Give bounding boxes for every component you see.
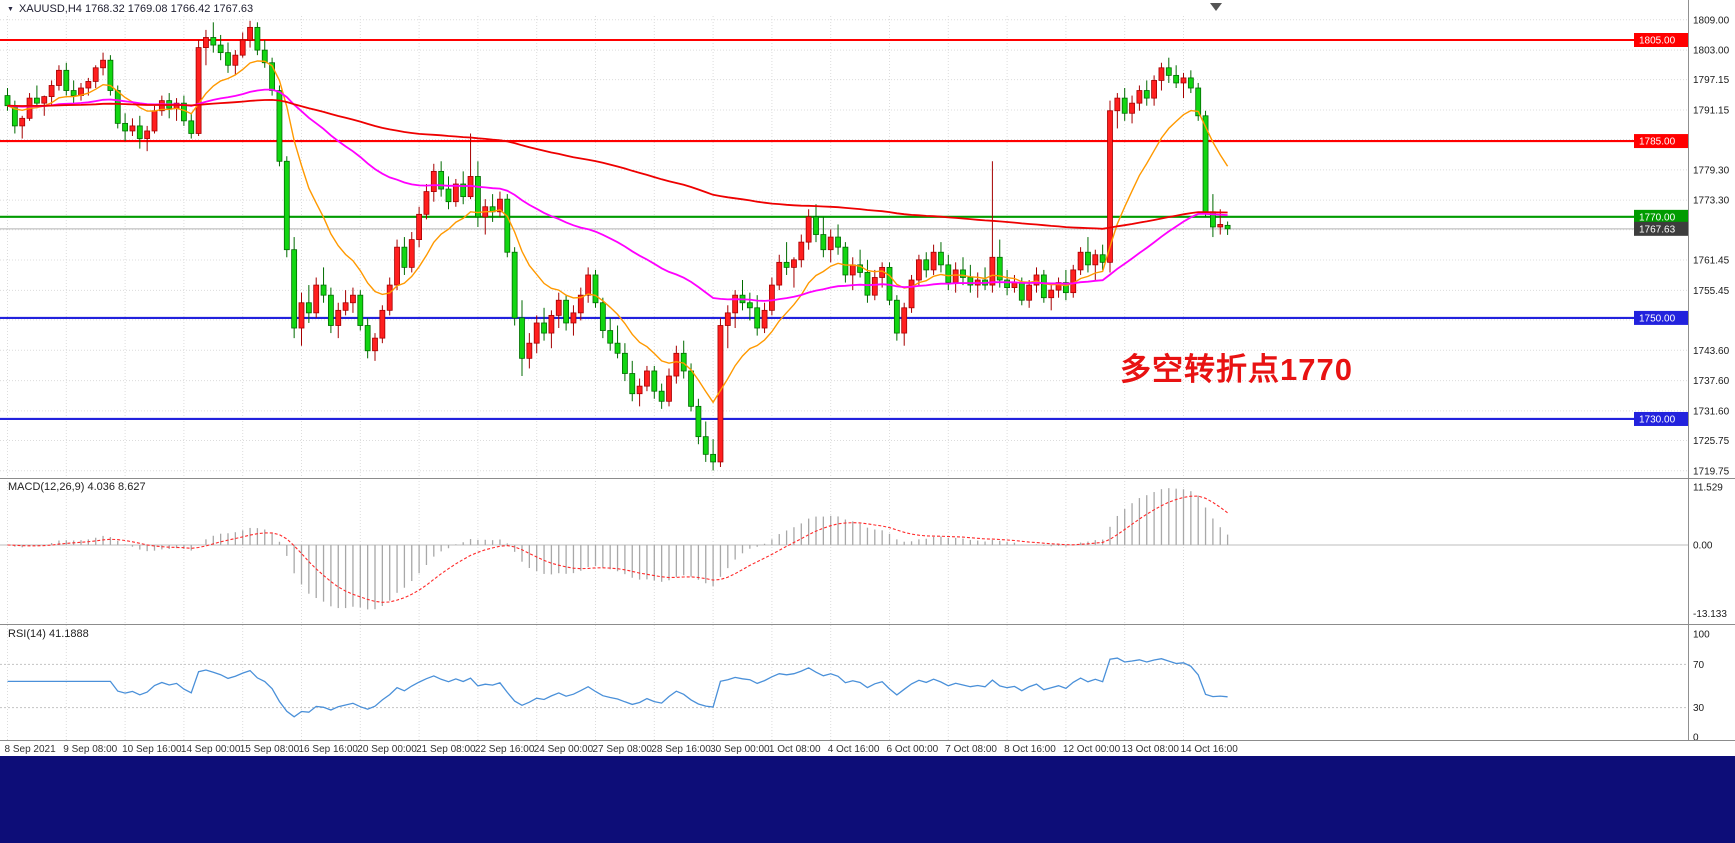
time-axis[interactable]: 8 Sep 2021 9 Sep 08:00 10 Sep 16:00 14 Sep … (5, 744, 1239, 755)
price-label-box-1750.00: 1750.00 (1634, 310, 1688, 325)
chart-shift-marker-icon[interactable] (1210, 3, 1222, 11)
symbol-ohlc-text: XAUUSD,H4 1768.32 1769.08 1766.42 1767.6… (18, 3, 254, 15)
chart-dropdown-icon[interactable]: ▼ (7, 5, 14, 13)
time-axis-label: 14 Sep 00:00 (181, 744, 241, 755)
time-axis-label: 30 Sep 00:00 (710, 744, 770, 755)
svg-text:1750.00: 1750.00 (1639, 313, 1676, 324)
macd-axis-label: 11.529 (1693, 483, 1723, 494)
current-price-label-box: 1767.63 (1634, 221, 1688, 236)
svg-text:1773.30: 1773.30 (1693, 196, 1730, 207)
time-axis-label: 12 Oct 00:00 (1063, 744, 1121, 755)
bottom-taskbar (0, 756, 1735, 843)
svg-text:1761.45: 1761.45 (1693, 256, 1730, 267)
rsi-axis-label: 70 (1693, 660, 1705, 671)
slow-ma-line (7, 98, 1228, 230)
svg-text:1805.00: 1805.00 (1639, 36, 1676, 47)
macd-histogram (14, 488, 1229, 610)
time-axis-label: 27 Sep 08:00 (593, 744, 653, 755)
time-axis-label: 22 Sep 16:00 (475, 744, 535, 755)
svg-text:1779.30: 1779.30 (1693, 165, 1730, 176)
svg-text:1737.60: 1737.60 (1693, 376, 1730, 387)
time-axis-label: 24 Sep 00:00 (534, 744, 594, 755)
time-axis-label: 20 Sep 00:00 (357, 744, 417, 755)
svg-text:1785.00: 1785.00 (1639, 137, 1676, 148)
time-axis-label: 13 Oct 08:00 (1122, 744, 1180, 755)
candlestick-series[interactable] (4, 20, 1231, 471)
rsi-axis-label: 0 (1693, 733, 1699, 744)
rsi-line (7, 657, 1228, 718)
price-label-box-1770.00: 1770.00 (1634, 209, 1688, 224)
price-label-box-1730.00: 1730.00 (1634, 411, 1688, 426)
svg-text:1797.15: 1797.15 (1693, 75, 1730, 86)
time-axis-label: 6 Oct 00:00 (887, 744, 939, 755)
macd-axis-label: 0.00 (1693, 541, 1713, 552)
time-axis-label: 1 Oct 08:00 (769, 744, 821, 755)
svg-text:1755.45: 1755.45 (1693, 286, 1730, 297)
svg-text:1725.75: 1725.75 (1693, 436, 1730, 447)
svg-text:1803.00: 1803.00 (1693, 46, 1730, 57)
price-label-box-1805.00: 1805.00 (1634, 33, 1688, 47)
time-axis-label: 8 Oct 16:00 (1004, 744, 1056, 755)
symbol-ohlc-header: ▼ XAUUSD,H4 1768.32 1769.08 1766.42 1767… (7, 3, 253, 15)
time-axis-label: 4 Oct 16:00 (828, 744, 880, 755)
rsi-axis-label: 30 (1693, 703, 1705, 714)
mid-ma-line (7, 88, 1228, 302)
time-axis-label: 8 Sep 2021 (5, 744, 57, 755)
svg-text:1809.00: 1809.00 (1693, 15, 1730, 26)
grid-lines (0, 16, 1688, 740)
macd-axis-label: -13.133 (1693, 609, 1727, 620)
price-axis[interactable]: 1809.00 1803.00 1797.15 1791.15 1779.30 1773.… (1693, 15, 1730, 477)
svg-text:1791.15: 1791.15 (1693, 105, 1730, 116)
svg-text:1730.00: 1730.00 (1639, 414, 1676, 425)
time-axis-label: 7 Oct 08:00 (945, 744, 997, 755)
fast-ma-line (7, 60, 1229, 404)
price-chart-canvas[interactable]: 1809.00 1803.00 1797.15 1791.15 1779.30 1773.… (0, 0, 1735, 756)
time-axis-label: 28 Sep 16:00 (651, 744, 711, 755)
rsi-indicator-label: RSI(14) 41.1888 (8, 628, 89, 640)
svg-text:1767.63: 1767.63 (1639, 224, 1676, 235)
macd-indicator-label: MACD(12,26,9) 4.036 8.627 (8, 481, 146, 493)
time-axis-label: 15 Sep 08:00 (240, 744, 300, 755)
time-axis-label: 9 Sep 08:00 (63, 744, 117, 755)
rsi-axis-label: 100 (1693, 630, 1710, 641)
chart-annotation-text: 多空转折点1770 (1120, 352, 1353, 387)
time-axis-label: 16 Sep 16:00 (299, 744, 359, 755)
time-axis-label: 21 Sep 08:00 (416, 744, 476, 755)
svg-text:1719.75: 1719.75 (1693, 466, 1730, 477)
svg-text:1731.60: 1731.60 (1693, 406, 1730, 417)
time-axis-label: 10 Sep 16:00 (122, 744, 182, 755)
svg-text:1770.00: 1770.00 (1639, 212, 1676, 223)
macd-signal-line (7, 495, 1228, 603)
svg-text:1743.60: 1743.60 (1693, 346, 1730, 357)
price-label-box-1785.00: 1785.00 (1634, 134, 1688, 149)
time-axis-label: 14 Oct 16:00 (1181, 744, 1239, 755)
